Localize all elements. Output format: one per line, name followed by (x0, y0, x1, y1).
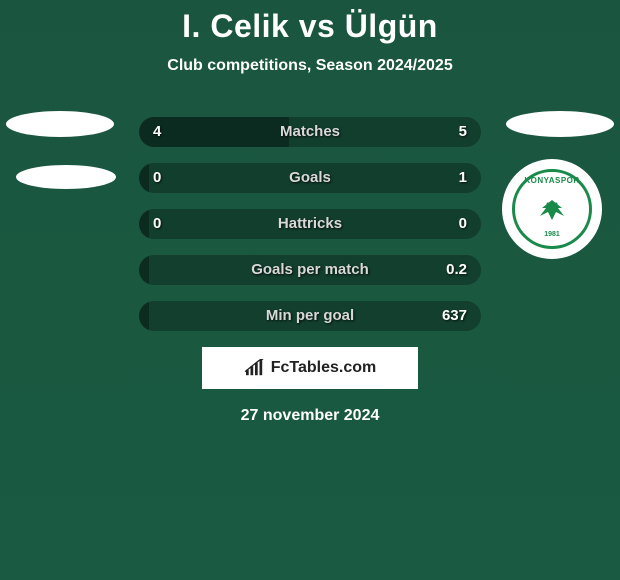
stat-row: Goals per match 0.2 (139, 255, 481, 285)
club-logo: KONYASPOR 1981 (502, 159, 602, 259)
stat-right-value: 1 (459, 163, 467, 193)
stat-label: Goals per match (139, 255, 481, 285)
stat-row: 4 Matches 5 (139, 117, 481, 147)
eagle-icon (532, 194, 572, 231)
stat-label: Matches (139, 117, 481, 147)
stat-label: Hattricks (139, 209, 481, 239)
bar-chart-icon (244, 359, 266, 377)
stat-row: 0 Goals 1 (139, 163, 481, 193)
stat-row: Min per goal 637 (139, 301, 481, 331)
avatar-placeholder-icon (6, 111, 114, 137)
stat-row: 0 Hattricks 0 (139, 209, 481, 239)
stat-right-value: 5 (459, 117, 467, 147)
date-text: 27 november 2024 (0, 407, 620, 425)
brand-watermark: FcTables.com (202, 347, 418, 389)
avatar-placeholder-icon (16, 165, 116, 189)
club-logo-name: KONYASPOR (524, 176, 579, 185)
left-player-avatar (6, 111, 116, 189)
club-logo-year: 1981 (544, 231, 560, 238)
page-title: I. Celik vs Ülgün (0, 0, 620, 45)
stats-area: KONYASPOR 1981 4 Matches 5 0 Goals 1 (0, 117, 620, 425)
stat-label: Goals (139, 163, 481, 193)
stat-right-value: 0.2 (446, 255, 467, 285)
subtitle: Club competitions, Season 2024/2025 (0, 57, 620, 75)
stats-bars: 4 Matches 5 0 Goals 1 0 Hattricks 0 Goal… (139, 117, 481, 331)
brand-text: FcTables.com (271, 359, 377, 377)
stat-right-value: 0 (459, 209, 467, 239)
stat-label: Min per goal (139, 301, 481, 331)
avatar-placeholder-icon (506, 111, 614, 137)
right-player-avatar (506, 111, 614, 137)
stat-right-value: 637 (442, 301, 467, 331)
